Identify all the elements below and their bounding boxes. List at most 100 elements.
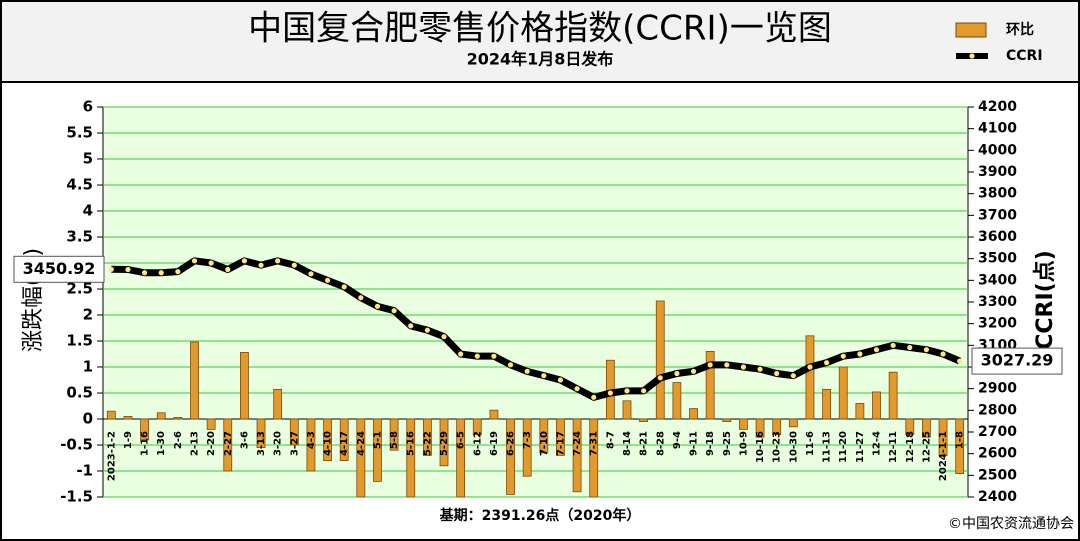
x-tick-label: 3-6 (239, 431, 250, 449)
y-tick-label: 0 (83, 410, 93, 428)
bar (373, 418, 382, 482)
bar (256, 418, 266, 449)
y2-tick-label: 2700 (978, 424, 1017, 440)
bar (489, 409, 499, 420)
bar (206, 418, 216, 430)
x-tick-label: 5-8 (389, 431, 400, 449)
y-tick-label: 2.5 (66, 280, 93, 298)
ccri-point (907, 344, 913, 351)
header-band (2, 2, 1078, 82)
x-tick-label: 4-3 (306, 431, 317, 449)
x-tick-label: 2-6 (173, 431, 184, 449)
x-tick-label: 4-10 (323, 431, 334, 456)
x-tick-label: 4-17 (339, 431, 350, 456)
bar (689, 408, 698, 420)
y-tick-label: 4.5 (66, 176, 93, 194)
x-tick-label: 3-20 (273, 431, 284, 456)
ccri-point (424, 327, 430, 333)
y2-tick-label: 2800 (978, 402, 1017, 418)
x-tick-label: 10-16 (755, 431, 766, 463)
bar (323, 418, 332, 461)
ccri-line (111, 257, 962, 401)
bar (772, 418, 782, 436)
bar (655, 300, 665, 420)
x-tick-label: 3-27 (289, 431, 300, 456)
y2-tick-label: 3600 (978, 229, 1017, 245)
ccri-point (324, 277, 331, 283)
ccri-point (624, 388, 630, 394)
bar (722, 418, 732, 422)
ccri-point (308, 271, 314, 277)
y-tick-label: 1.5 (66, 332, 93, 350)
bar (556, 418, 565, 456)
bar (522, 418, 532, 477)
ccri-point (175, 269, 181, 275)
x-tick-label: 12-4 (872, 431, 883, 456)
ccri-point (358, 295, 364, 301)
ccri-point (507, 362, 514, 368)
y-tick-label: 3.5 (66, 228, 93, 246)
legend-label: CCRI (1006, 48, 1043, 64)
ccri-point (557, 377, 564, 383)
ccri-point (923, 347, 930, 353)
ccri-point (241, 258, 247, 264)
y-tick-label: 4 (83, 202, 93, 220)
x-tick-label: 10-23 (772, 431, 783, 463)
y2-tick-label: 4000 (978, 142, 1017, 158)
y2-axis-label: CCRI(点) (1032, 250, 1058, 350)
bar (406, 418, 416, 498)
ccri-point (574, 386, 580, 392)
bar (705, 350, 715, 420)
x-tick-label: 11-27 (855, 431, 866, 463)
bar (822, 388, 832, 420)
legend-label: 环比 (1006, 21, 1034, 38)
y2-tick-label: 2600 (978, 446, 1017, 462)
x-tick-label: 12-25 (921, 431, 932, 463)
ccri-point (724, 362, 730, 368)
ccri-point (491, 353, 497, 359)
bar (173, 417, 183, 420)
x-tick-label: 6-12 (472, 431, 483, 456)
x-tick-label: 7-10 (539, 431, 550, 456)
legend-swatch (955, 22, 987, 38)
x-tick-label: 9-11 (689, 431, 700, 456)
ccri-point (291, 262, 297, 268)
y2-tick-label: 3200 (978, 316, 1017, 332)
bar (289, 418, 299, 446)
y-tick-label: 0.5 (66, 384, 93, 402)
x-tick-label: 7-24 (572, 431, 583, 456)
x-tick-label: 11-20 (838, 431, 849, 463)
ccri-point (191, 258, 198, 264)
ccri-point (108, 266, 114, 272)
ccri-point (641, 388, 647, 394)
bar (855, 402, 865, 420)
x-tick-label: 6-26 (506, 431, 517, 456)
bar (672, 382, 682, 420)
x-tick-label: 3-13 (256, 431, 267, 456)
x-tick-label: 8-28 (655, 431, 666, 456)
x-tick-label: 4-24 (356, 431, 367, 456)
value-label: 3450.92 (23, 259, 96, 278)
x-tick-label: 2-13 (189, 431, 200, 456)
bar (422, 418, 432, 456)
ccri-point (158, 270, 164, 276)
ccri-point (790, 373, 796, 379)
bar (788, 418, 798, 428)
x-tick-label: 5-29 (439, 431, 450, 456)
x-tick-label: 7-3 (522, 431, 533, 449)
x-tick-label: 10-9 (738, 431, 749, 456)
bar (339, 418, 349, 461)
bar (223, 418, 233, 472)
ccri-point (125, 266, 131, 273)
bar (589, 418, 599, 498)
x-tick-label: 9-25 (722, 431, 733, 456)
value-label-box (13, 255, 105, 283)
legend-swatch-dot (969, 53, 975, 59)
ccri-point (458, 351, 464, 357)
x-tick-label: 8-7 (605, 431, 616, 449)
y2-tick-label: 3700 (978, 207, 1017, 223)
y2-tick-label: 3400 (978, 272, 1017, 288)
bar (106, 410, 116, 420)
ccri-point (141, 270, 148, 276)
ccri-point (840, 353, 846, 359)
